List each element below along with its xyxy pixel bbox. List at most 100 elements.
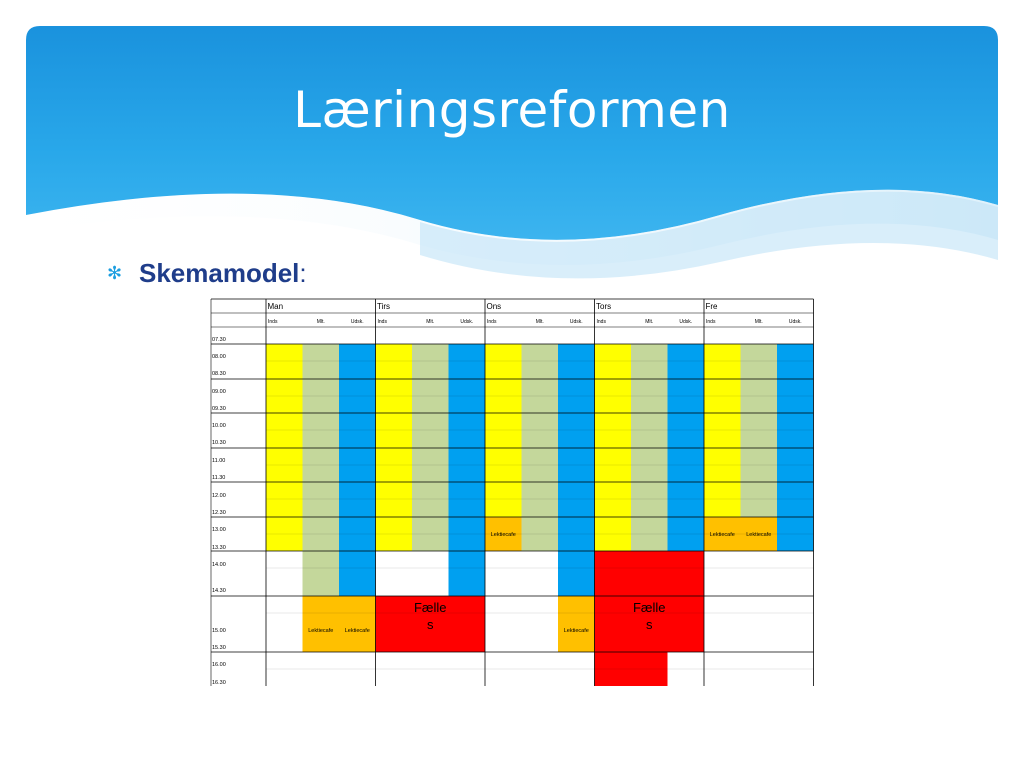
lektiecafe-label: Lektiecafe — [345, 628, 370, 634]
schedule-cell — [339, 551, 376, 596]
lektiecafe-label: Lektiecafe — [746, 532, 771, 538]
schedule-cell — [740, 482, 777, 517]
schedule-cell — [302, 482, 339, 517]
column-subheader: Inds — [706, 319, 716, 325]
schedule-cell — [558, 379, 595, 413]
schedule-cell — [448, 448, 485, 482]
schedule-cell — [777, 448, 814, 482]
time-label: 08.00 — [212, 354, 226, 360]
schedule-cell — [412, 448, 449, 482]
schedule-cell — [558, 596, 595, 652]
schedule-cell — [740, 344, 777, 379]
schedule-cell — [777, 482, 814, 517]
schedule-cell — [521, 379, 558, 413]
faelles-label: Fælle — [633, 600, 666, 615]
lektiecafe-label: Lektiecafe — [564, 628, 589, 634]
column-subheader: Inds — [597, 319, 607, 325]
schedule-cell — [485, 379, 522, 413]
schedule-cell — [521, 344, 558, 379]
column-subheader: Udsk. — [789, 319, 802, 325]
schedule-cell — [558, 551, 595, 596]
bullet-label: Skemamodel — [139, 257, 300, 288]
schedule-cell — [339, 344, 376, 379]
schedule-cell — [266, 551, 303, 596]
schedule-cell — [266, 596, 303, 652]
column-subheader: Udsk. — [570, 319, 583, 325]
schedule-cell — [448, 652, 485, 686]
bullet-colon: : — [299, 257, 307, 288]
header-wave-light — [420, 191, 998, 279]
schedule-cell — [631, 413, 668, 448]
schedule-cell — [777, 596, 814, 652]
faelles-label: Fælle — [414, 600, 447, 615]
schedule-cell — [266, 344, 303, 379]
schedule-cell — [704, 551, 741, 596]
schedule-cell — [777, 344, 814, 379]
day-header: Tirs — [377, 302, 390, 311]
schedule-cell — [302, 448, 339, 482]
time-label: 14.00 — [212, 562, 226, 568]
schedule-cell — [777, 379, 814, 413]
time-label: 10.00 — [212, 423, 226, 429]
header-background — [26, 26, 998, 240]
time-label: 08.30 — [212, 371, 226, 377]
schedule-cell — [485, 551, 522, 596]
schedule-cell — [704, 448, 741, 482]
schedule-cell — [266, 413, 303, 448]
schedule-cell — [485, 652, 522, 686]
column-subheader: Mlt. — [426, 319, 434, 325]
schedule-cell — [594, 551, 631, 596]
schedule-cell — [266, 448, 303, 482]
schedule-cell — [266, 379, 303, 413]
schedule-cell — [521, 517, 558, 551]
time-label: 09.00 — [212, 389, 226, 395]
schedule-cell — [412, 413, 449, 448]
column-subheader: Inds — [487, 319, 497, 325]
schedule-cell — [704, 379, 741, 413]
schedule-cell — [375, 596, 412, 652]
schedule-cell — [667, 517, 704, 551]
schedule-cell — [266, 652, 303, 686]
schedule-cell — [631, 551, 668, 596]
schedule-cell — [375, 379, 412, 413]
schedule-cell — [667, 551, 704, 596]
schedule-cell — [339, 482, 376, 517]
schedule-cell — [740, 551, 777, 596]
slide-title: Læringsreformen — [293, 81, 731, 139]
schedule-cell — [631, 379, 668, 413]
schedule-cell — [667, 344, 704, 379]
schedule-cell — [631, 517, 668, 551]
schedule-cell — [521, 596, 558, 652]
schedule-cell — [594, 344, 631, 379]
schedule-cell — [448, 482, 485, 517]
schedule-cell — [704, 344, 741, 379]
schedule-cell — [594, 448, 631, 482]
schedule-cell — [631, 652, 668, 686]
schedule-cell — [485, 596, 522, 652]
schedule-cell — [631, 596, 668, 652]
schedule-cell — [412, 344, 449, 379]
schedule-cell — [302, 379, 339, 413]
schedule-cell — [667, 652, 704, 686]
schedule-cell — [777, 652, 814, 686]
schedule-cell — [412, 596, 449, 652]
schedule-cell — [339, 652, 376, 686]
schedule-cell — [521, 551, 558, 596]
schedule-cell — [704, 413, 741, 448]
schedule-cell — [704, 517, 741, 551]
schedule-cell — [594, 596, 631, 652]
schedule-cell — [412, 517, 449, 551]
schedule-cell — [412, 379, 449, 413]
schedule-cell — [339, 448, 376, 482]
time-label: 10.30 — [212, 440, 226, 446]
lektiecafe-label: Lektiecafe — [491, 532, 516, 538]
column-subheader: Mlt. — [536, 319, 544, 325]
day-header: Ons — [487, 302, 502, 311]
schedule-cell — [375, 652, 412, 686]
day-header: Tors — [596, 302, 611, 311]
schedule-cell — [594, 652, 631, 686]
schedule-cell — [777, 517, 814, 551]
schedule-cell — [667, 482, 704, 517]
time-label: 11.30 — [212, 475, 225, 481]
